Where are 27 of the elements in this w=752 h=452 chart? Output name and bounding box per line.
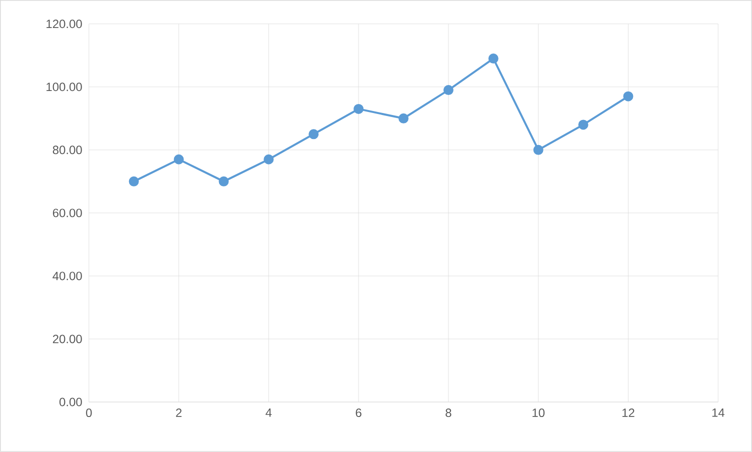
y-tick-label: 0.00: [59, 398, 82, 406]
y-tick-label: 40.00: [52, 272, 82, 280]
point: [174, 154, 184, 164]
y-tick-label: 80.00: [52, 146, 82, 154]
point: [264, 154, 274, 164]
x-tick-label: 6: [356, 408, 362, 418]
y-tick-label: 20.00: [52, 334, 82, 344]
point: [623, 91, 634, 102]
point: [128, 176, 139, 186]
y-tick-label: 60.00: [52, 208, 82, 218]
x-tick-label: 2: [176, 408, 182, 417]
point: [488, 54, 498, 64]
x-tick-label: 10: [532, 408, 545, 418]
y-tick-label: 120.00: [46, 20, 82, 28]
x-tick-label: 4: [266, 408, 272, 417]
point: [354, 104, 364, 114]
point: [443, 85, 454, 96]
x-tick-label: 14: [712, 408, 724, 417]
x-tick-label: 12: [622, 408, 634, 417]
x-tick-label: 0: [86, 408, 92, 418]
y-tick-label: 100.00: [46, 82, 82, 92]
point: [308, 129, 319, 140]
point: [218, 176, 229, 186]
x-tick-label: 8: [446, 408, 452, 418]
point: [398, 113, 409, 124]
point: [533, 144, 544, 155]
point: [578, 120, 588, 130]
